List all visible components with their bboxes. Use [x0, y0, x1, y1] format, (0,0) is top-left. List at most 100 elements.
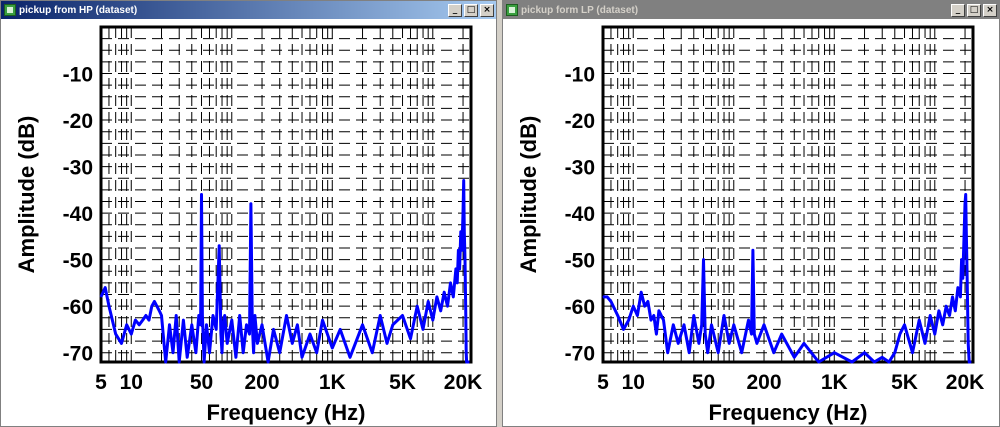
- data-point: [667, 352, 669, 354]
- data-point: [221, 352, 223, 354]
- data-point: [142, 319, 144, 321]
- y-tick-label: -60: [565, 296, 595, 319]
- data-point: [965, 193, 967, 196]
- data-point: [622, 328, 625, 330]
- x-tick-label: 200: [244, 371, 279, 394]
- data-point: [104, 287, 106, 289]
- data-point: [903, 324, 906, 326]
- data-point: [134, 319, 136, 321]
- data-point: [316, 352, 318, 354]
- data-point: [962, 277, 964, 279]
- data-point: [653, 314, 655, 317]
- y-tick-label: -50: [565, 250, 595, 273]
- data-point: [203, 361, 205, 363]
- data-point: [198, 314, 200, 317]
- data-point: [873, 361, 875, 363]
- data-point: [339, 328, 341, 330]
- data-point: [158, 310, 160, 312]
- window-pickup-form-lp[interactable]: pickup form LP (dataset) _ □ × -10 -20 -30…: [502, 0, 1000, 427]
- data-point: [148, 319, 150, 321]
- data-point: [153, 300, 155, 303]
- data-point: [291, 342, 293, 344]
- close-button[interactable]: ×: [983, 3, 997, 17]
- titlebar-lp[interactable]: pickup form LP (dataset) _ □ ×: [503, 1, 999, 19]
- data-point: [256, 342, 258, 344]
- data-point: [456, 282, 458, 284]
- data-point: [628, 319, 630, 321]
- data-point: [963, 240, 965, 242]
- data-point: [452, 296, 454, 298]
- x-tick-label: 10: [622, 371, 645, 394]
- data-point: [165, 361, 167, 363]
- x-tick-label: 10: [120, 371, 143, 394]
- data-point: [672, 324, 674, 326]
- data-point: [655, 333, 657, 335]
- y-tick-label: -10: [63, 64, 93, 87]
- data-point: [948, 314, 951, 317]
- y-tick-label: -10: [565, 64, 595, 87]
- maximize-button[interactable]: □: [967, 3, 981, 17]
- app-icon[interactable]: [506, 4, 518, 16]
- data-point: [968, 361, 970, 363]
- minimize-button[interactable]: _: [448, 3, 462, 17]
- data-point: [261, 324, 263, 326]
- y-tick-label: -20: [565, 110, 595, 133]
- x-tick-label: 5K: [891, 371, 918, 394]
- data-point: [386, 342, 388, 344]
- data-point: [379, 314, 381, 317]
- data-point: [440, 310, 442, 312]
- spectrum-chart-lp[interactable]: -10 -20 -30 -40 -50 -60 -705 10 50 200 1K 5K 20K Freq…: [503, 19, 999, 426]
- data-point: [951, 296, 954, 298]
- data-point: [115, 333, 117, 335]
- data-point: [235, 356, 237, 358]
- data-point: [964, 203, 966, 205]
- data-point: [296, 324, 298, 326]
- data-point: [781, 333, 783, 335]
- close-button[interactable]: ×: [480, 3, 494, 17]
- data-point: [833, 352, 835, 354]
- maximize-button[interactable]: □: [464, 3, 478, 17]
- data-point: [200, 324, 202, 326]
- data-point: [251, 324, 253, 326]
- plot-frame: [99, 25, 473, 364]
- data-point: [683, 324, 685, 326]
- data-point: [200, 193, 203, 196]
- data-point: [443, 291, 445, 293]
- data-point: [465, 352, 467, 354]
- data-point: [416, 305, 418, 307]
- spectrum-chart-hp[interactable]: -10 -20 -30 -40 -50 -60 -705 10 50 200 1K 5K 20K Freq…: [1, 19, 496, 426]
- y-tick-label: -50: [63, 250, 93, 273]
- data-point: [803, 342, 805, 344]
- data-point: [432, 319, 434, 321]
- data-point: [201, 314, 203, 317]
- plot-frame: [601, 25, 975, 364]
- y-tick-label: -30: [63, 157, 93, 180]
- data-point: [753, 333, 755, 335]
- data-point: [253, 352, 255, 354]
- window-pickup-from-hp[interactable]: pickup from HP (dataset) _ □ × -10 -20 -30…: [0, 0, 497, 427]
- data-point: [961, 259, 963, 261]
- app-icon[interactable]: [4, 4, 16, 16]
- titlebar-hp[interactable]: pickup from HP (dataset) _ □ ×: [1, 1, 496, 19]
- data-point: [245, 324, 248, 326]
- data-point: [463, 179, 465, 182]
- data-point: [242, 352, 244, 354]
- y-tick-label: -20: [63, 110, 93, 133]
- data-point: [371, 352, 373, 354]
- data-point: [175, 314, 177, 317]
- data-point: [741, 352, 743, 354]
- data-point: [279, 352, 281, 354]
- data-point: [970, 361, 972, 363]
- data-point: [178, 361, 180, 363]
- data-point: [728, 342, 730, 344]
- data-point: [610, 300, 612, 303]
- data-point: [747, 319, 750, 321]
- data-point: [436, 296, 438, 298]
- window-title: pickup from HP (dataset): [19, 4, 138, 16]
- minimize-button[interactable]: _: [951, 3, 965, 17]
- data-point: [863, 352, 866, 354]
- data-point: [733, 324, 735, 326]
- data-point: [698, 342, 700, 344]
- y-axis-title: Amplitude (dB): [14, 116, 39, 274]
- data-point: [644, 305, 646, 307]
